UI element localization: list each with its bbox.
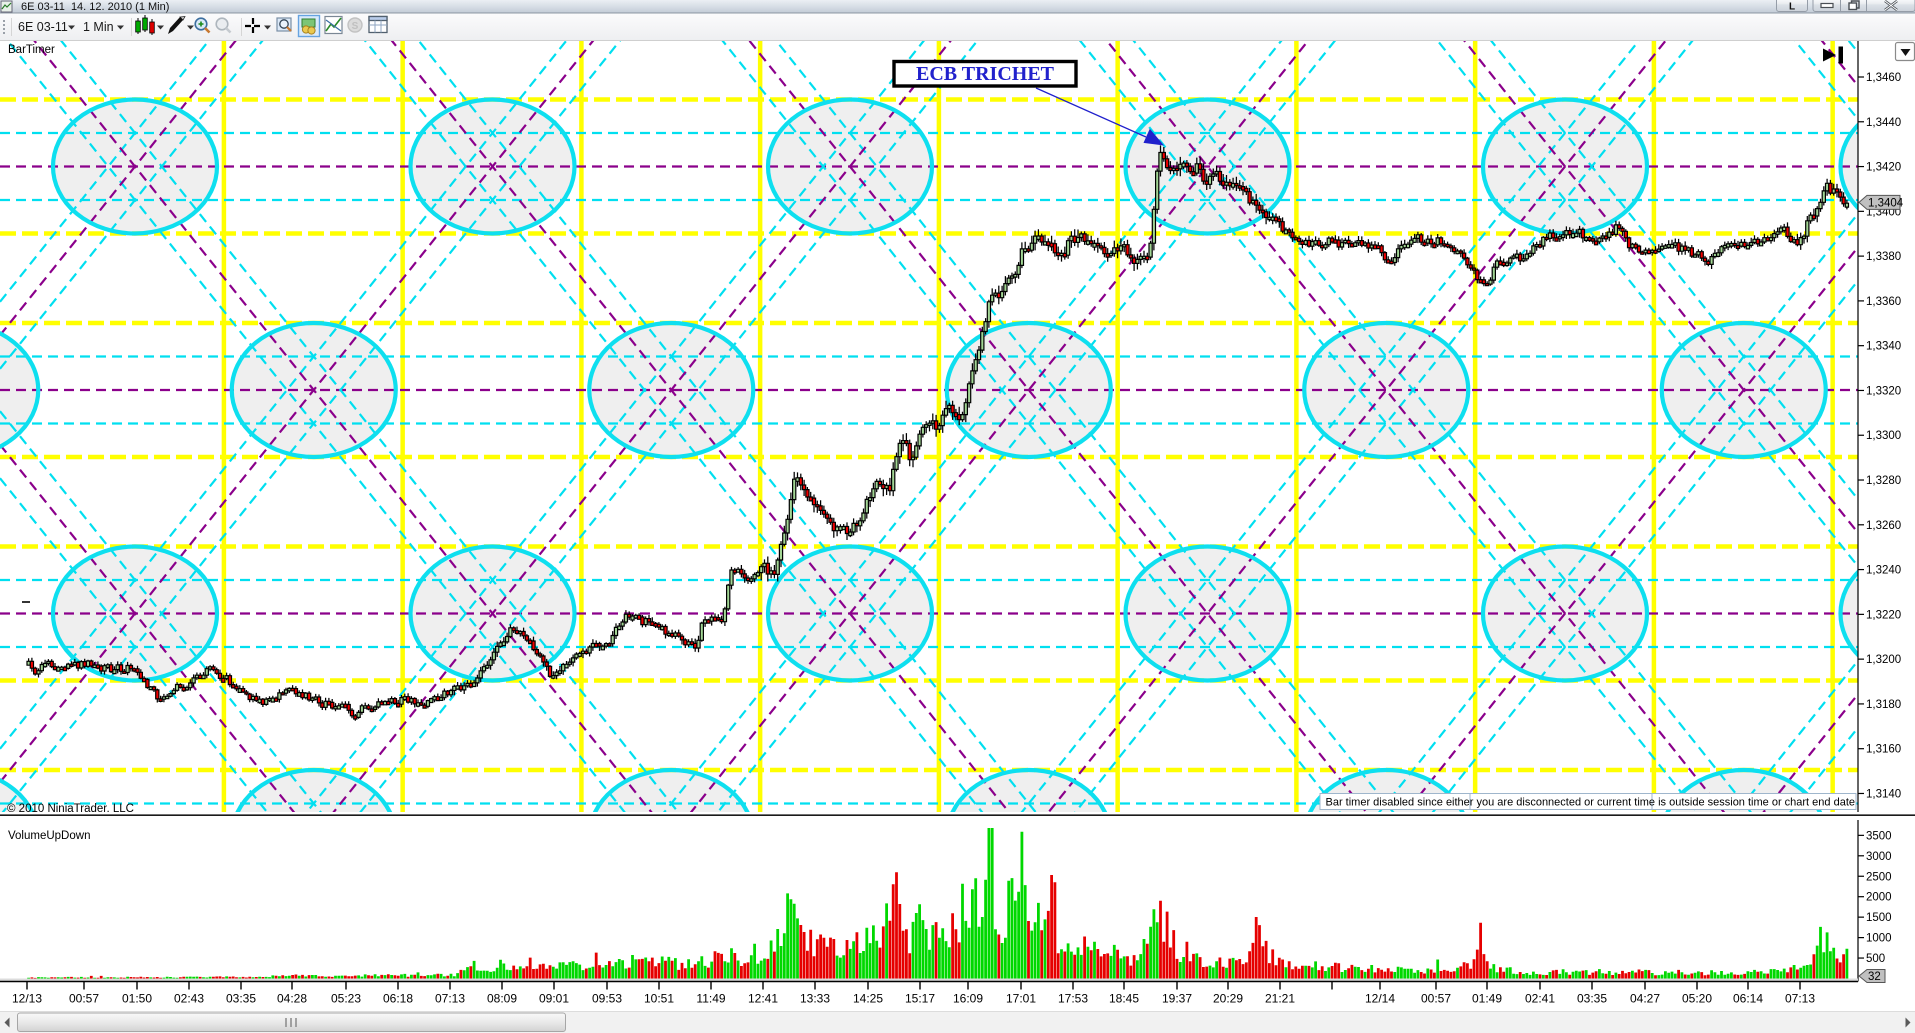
svg-text:07:13: 07:13 <box>435 992 465 1006</box>
svg-text:1,3260: 1,3260 <box>1866 520 1901 532</box>
svg-text:04:27: 04:27 <box>1630 992 1660 1006</box>
svg-text:6E 03-11: 6E 03-11 <box>18 20 68 34</box>
svg-text:1,3420: 1,3420 <box>1866 162 1901 174</box>
svg-text:1,3180: 1,3180 <box>1866 699 1901 711</box>
svg-text:1,3440: 1,3440 <box>1866 117 1901 129</box>
svg-text:20:29: 20:29 <box>1213 992 1243 1006</box>
svg-text:Bar timer disabled since eithe: Bar timer disabled since either you are … <box>1326 797 1856 809</box>
svg-text:05:23: 05:23 <box>331 992 361 1006</box>
svg-text:500: 500 <box>1866 953 1885 965</box>
svg-text:1000: 1000 <box>1866 933 1892 945</box>
svg-text:1,3140: 1,3140 <box>1866 788 1901 800</box>
svg-text:32: 32 <box>1868 971 1881 983</box>
svg-text:17:01: 17:01 <box>1006 992 1036 1006</box>
svg-text:1,3240: 1,3240 <box>1866 565 1901 577</box>
svg-text:07:13: 07:13 <box>1785 992 1815 1006</box>
svg-text:1,3320: 1,3320 <box>1866 385 1901 397</box>
svg-text:06:18: 06:18 <box>383 992 413 1006</box>
svg-text:12/13: 12/13 <box>12 992 42 1006</box>
svg-text:2500: 2500 <box>1866 871 1892 883</box>
svg-text:VolumeUpDown: VolumeUpDown <box>8 830 90 842</box>
svg-text:1,3160: 1,3160 <box>1866 744 1901 756</box>
svg-text:12:41: 12:41 <box>748 992 778 1006</box>
svg-text:10:51: 10:51 <box>644 992 674 1006</box>
svg-text:18:45: 18:45 <box>1109 992 1139 1006</box>
svg-text:6E 03-11 14. 12. 2010 (1 Min): 6E 03-11 14. 12. 2010 (1 Min) <box>21 1 169 13</box>
svg-text:16:09: 16:09 <box>953 992 983 1006</box>
svg-text:15:17: 15:17 <box>905 992 935 1006</box>
svg-text:06:14: 06:14 <box>1733 992 1763 1006</box>
svg-text:1,3380: 1,3380 <box>1866 251 1901 263</box>
svg-text:00:57: 00:57 <box>1421 992 1451 1006</box>
svg-text:ECB TRICHET: ECB TRICHET <box>916 63 1055 85</box>
svg-text:3500: 3500 <box>1866 830 1892 842</box>
svg-text:1500: 1500 <box>1866 912 1892 924</box>
svg-text:00:57: 00:57 <box>69 992 99 1006</box>
svg-text:1,3280: 1,3280 <box>1866 475 1901 487</box>
svg-text:14:25: 14:25 <box>853 992 883 1006</box>
svg-text:02:43: 02:43 <box>174 992 204 1006</box>
svg-text:08:09: 08:09 <box>487 992 517 1006</box>
svg-text:19:37: 19:37 <box>1162 992 1192 1006</box>
svg-text:09:53: 09:53 <box>592 992 622 1006</box>
svg-text:02:41: 02:41 <box>1525 992 1555 1006</box>
svg-text:13:33: 13:33 <box>800 992 830 1006</box>
svg-text:1,3360: 1,3360 <box>1866 296 1901 308</box>
svg-text:S: S <box>352 21 359 32</box>
svg-text:09:01: 09:01 <box>539 992 569 1006</box>
svg-text:1,3300: 1,3300 <box>1866 430 1901 442</box>
svg-text:1,3200: 1,3200 <box>1866 654 1901 666</box>
svg-text:12/14: 12/14 <box>1365 992 1395 1006</box>
svg-text:11:49: 11:49 <box>696 992 725 1006</box>
svg-text:2000: 2000 <box>1866 892 1892 904</box>
svg-text:01:49: 01:49 <box>1472 992 1502 1006</box>
svg-text:17:53: 17:53 <box>1058 992 1088 1006</box>
svg-text:BarTimer: BarTimer <box>8 44 55 56</box>
svg-text:05:20: 05:20 <box>1682 992 1712 1006</box>
svg-text:1 Min: 1 Min <box>83 20 114 34</box>
svg-text:1,3220: 1,3220 <box>1866 609 1901 621</box>
svg-text:21:21: 21:21 <box>1265 992 1295 1006</box>
svg-text:1,3340: 1,3340 <box>1866 341 1901 353</box>
svg-text:1,3404: 1,3404 <box>1868 197 1904 209</box>
svg-text:1,3460: 1,3460 <box>1866 72 1901 84</box>
svg-text:03:35: 03:35 <box>1577 992 1607 1006</box>
svg-text:3000: 3000 <box>1866 851 1892 863</box>
svg-text:03:35: 03:35 <box>226 992 256 1006</box>
svg-text:04:28: 04:28 <box>277 992 307 1006</box>
svg-text:L: L <box>1789 2 1795 13</box>
svg-text:01:50: 01:50 <box>122 992 152 1006</box>
